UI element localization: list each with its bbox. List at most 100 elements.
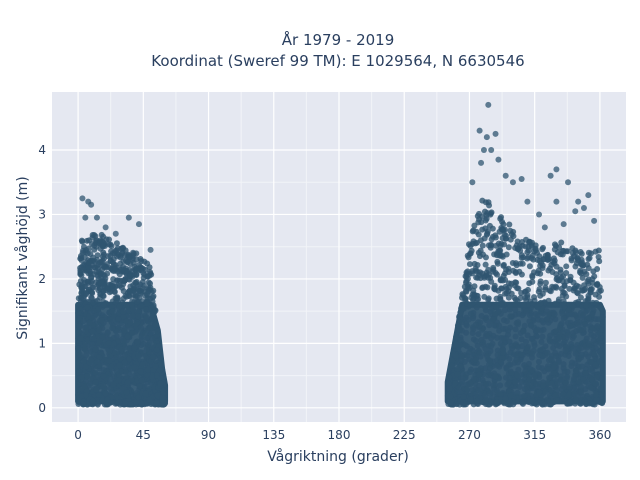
data-point — [535, 358, 542, 365]
data-point — [100, 233, 107, 240]
data-point — [492, 373, 499, 380]
data-point — [548, 380, 555, 387]
data-point — [563, 269, 570, 276]
data-point — [563, 263, 570, 270]
data-point — [547, 355, 554, 362]
data-point — [100, 251, 107, 258]
data-point — [592, 380, 599, 387]
data-point — [115, 399, 122, 406]
data-point — [575, 298, 582, 305]
data-point — [563, 375, 570, 382]
data-point — [495, 308, 502, 315]
data-point — [465, 349, 472, 356]
data-point — [149, 314, 156, 321]
data-point — [501, 307, 508, 314]
data-point — [500, 261, 507, 268]
data-point — [596, 358, 603, 365]
data-point — [592, 291, 599, 298]
data-point — [120, 245, 127, 252]
data-point — [502, 235, 509, 242]
data-point — [537, 270, 544, 277]
data-point — [483, 317, 490, 324]
data-point — [84, 304, 91, 311]
data-point — [591, 273, 598, 280]
data-point — [101, 263, 108, 270]
data-point — [524, 292, 531, 299]
x-tick-label: 315 — [523, 428, 546, 442]
data-point — [116, 303, 123, 310]
data-point — [507, 349, 514, 356]
data-point — [114, 253, 121, 260]
outlier-point — [518, 176, 525, 183]
data-point — [598, 399, 605, 406]
data-point — [89, 328, 96, 335]
data-point — [152, 363, 159, 370]
data-point — [568, 341, 575, 348]
data-point — [470, 296, 477, 303]
outlier-point — [480, 147, 487, 154]
data-point — [524, 286, 531, 293]
data-point — [482, 261, 489, 268]
data-point — [545, 311, 552, 318]
data-point — [78, 289, 85, 296]
data-point — [556, 277, 563, 284]
data-point — [462, 295, 469, 302]
data-point — [583, 302, 590, 309]
data-point — [496, 327, 503, 334]
data-point — [507, 303, 514, 310]
data-point — [566, 391, 573, 398]
data-point — [486, 202, 493, 209]
data-point — [149, 335, 156, 342]
data-point — [571, 390, 578, 397]
data-point — [498, 396, 505, 403]
data-point — [519, 400, 526, 407]
data-point — [469, 387, 476, 394]
data-point — [573, 260, 580, 267]
data-point — [113, 368, 120, 375]
outlier-point — [492, 130, 499, 137]
data-point — [597, 304, 604, 311]
chart-title-line1: År 1979 - 2019 — [282, 30, 395, 49]
data-point — [518, 289, 525, 296]
data-point — [461, 358, 468, 365]
data-point — [488, 236, 495, 243]
data-point — [524, 249, 531, 256]
data-point — [94, 252, 101, 259]
data-point — [536, 352, 543, 359]
x-tick-label: 0 — [74, 428, 82, 442]
data-point — [460, 393, 467, 400]
data-point — [588, 376, 595, 383]
data-point — [140, 341, 147, 348]
y-tick-label: 1 — [38, 336, 46, 350]
outlier-point — [488, 147, 495, 154]
data-point — [572, 396, 579, 403]
data-point — [522, 243, 529, 250]
data-point — [470, 227, 477, 234]
data-point — [498, 285, 505, 292]
data-point — [109, 325, 116, 332]
data-point — [522, 368, 529, 375]
data-point — [121, 359, 128, 366]
data-point — [95, 279, 102, 286]
data-point — [532, 242, 539, 249]
data-point — [552, 316, 559, 323]
data-point — [531, 339, 538, 346]
x-tick-label: 180 — [328, 428, 351, 442]
data-point — [137, 302, 144, 309]
data-point — [561, 368, 568, 375]
data-point — [574, 290, 581, 297]
x-tick-label: 135 — [262, 428, 285, 442]
data-point — [87, 380, 94, 387]
data-point — [582, 351, 589, 358]
data-point — [90, 307, 97, 314]
data-point — [79, 249, 86, 256]
data-point — [77, 335, 84, 342]
data-point — [578, 389, 585, 396]
data-point — [582, 321, 589, 328]
data-point — [597, 339, 604, 346]
data-point — [463, 371, 470, 378]
data-point — [543, 316, 550, 323]
data-point — [513, 242, 520, 249]
data-point — [505, 265, 512, 272]
data-point — [447, 393, 454, 400]
